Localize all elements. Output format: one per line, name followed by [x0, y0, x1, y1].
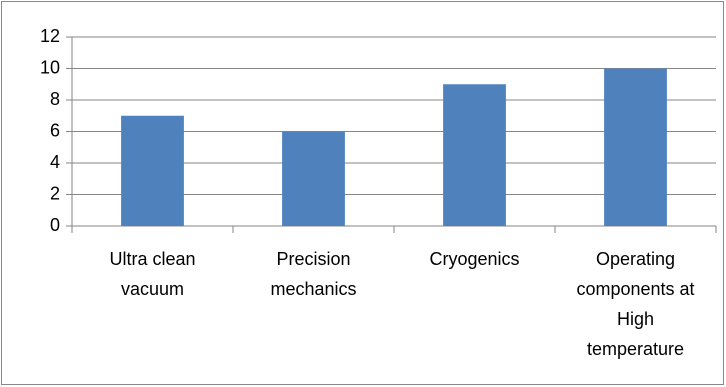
y-tick-label: 10 [40, 57, 60, 77]
y-tick-label: 12 [40, 26, 60, 46]
x-tick-label: Cryogenics [429, 249, 520, 269]
x-tick-label: Ultra clean vacuum [109, 249, 196, 299]
y-tick-label: 4 [50, 152, 60, 172]
bar [121, 115, 184, 226]
y-tick-label: 2 [50, 183, 60, 203]
y-tick-label: 0 [50, 215, 60, 235]
y-tick-label: 6 [50, 120, 60, 140]
x-tick-label: Precision mechanics [270, 249, 357, 299]
bar [443, 84, 506, 226]
bar [604, 68, 667, 226]
x-tick-label: Operating components at High temperature [576, 249, 695, 359]
y-tick-label: 8 [50, 89, 60, 109]
bar [282, 131, 345, 226]
